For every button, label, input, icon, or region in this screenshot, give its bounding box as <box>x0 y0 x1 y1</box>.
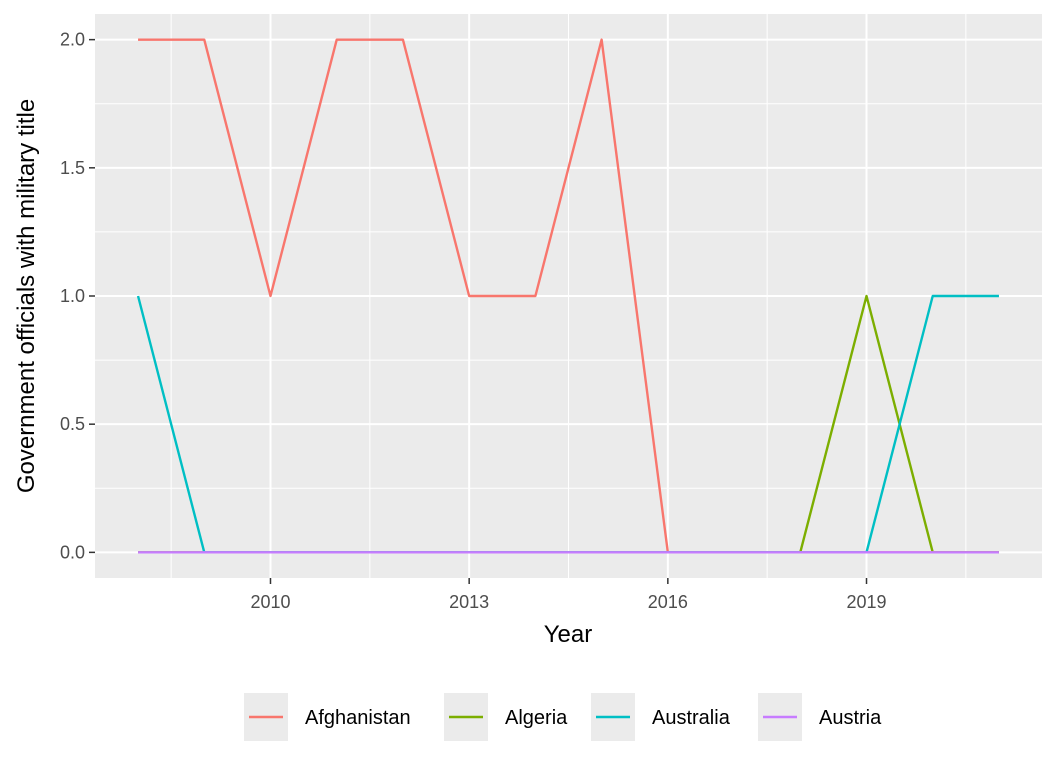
x-tick-label: 2019 <box>846 592 886 612</box>
y-tick-label: 2.0 <box>60 30 85 50</box>
x-tick-label: 2016 <box>648 592 688 612</box>
legend-label: Afghanistan <box>305 707 411 729</box>
y-tick-label: 1.5 <box>60 158 85 178</box>
legend-label: Algeria <box>505 707 568 729</box>
y-tick-label: 1.0 <box>60 286 85 306</box>
legend-label: Austria <box>819 707 882 729</box>
legend-item-algeria: Algeria <box>444 693 568 741</box>
legend-item-austria: Austria <box>758 693 882 741</box>
x-tick-label: 2013 <box>449 592 489 612</box>
y-axis-ticks: 0.0 0.5 1.0 1.5 2.0 <box>60 30 95 562</box>
x-axis-title: Year <box>544 621 593 648</box>
legend: Afghanistan Algeria Australia Austria <box>244 693 882 741</box>
legend-item-australia: Australia <box>591 693 731 741</box>
legend-item-afghanistan: Afghanistan <box>244 693 411 741</box>
y-tick-label: 0.5 <box>60 414 85 434</box>
y-axis-title: Government officials with military title <box>13 99 40 493</box>
series-lines <box>136 38 999 554</box>
y-tick-label: 0.0 <box>60 542 85 562</box>
x-axis-ticks: 2010 2013 2016 2019 <box>250 578 887 612</box>
x-tick-label: 2010 <box>250 592 290 612</box>
legend-label: Australia <box>652 707 731 729</box>
